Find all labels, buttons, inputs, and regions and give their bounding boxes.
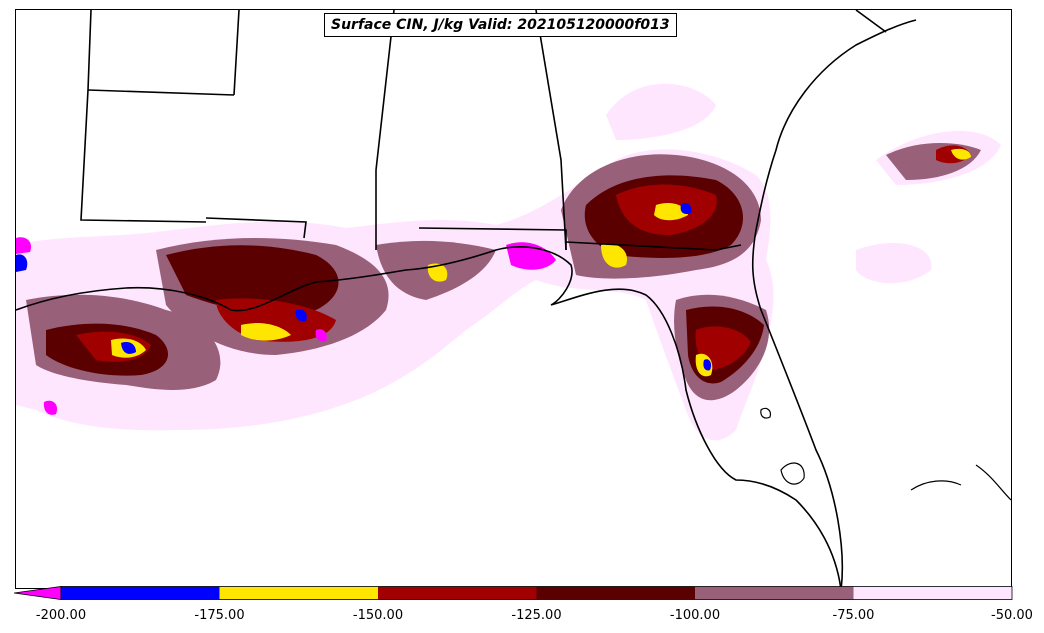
geographic-boundaries [16,10,917,588]
colorbar-bin-2 [378,586,537,600]
colorbar-bins [61,586,1012,600]
colorbar-tick-label: -50.00 [991,608,1033,623]
map-title: Surface CIN, J/kg Valid: 202105120000f01… [324,13,677,37]
colorbar-tick-label: -200.00 [35,608,87,623]
colorbar [14,586,1013,600]
colorbar-tick-label: -100.00 [669,608,721,623]
cin-map [16,10,1011,588]
colorbar-tick-label: -125.00 [511,608,562,623]
cin-band-minus175-200 [16,202,712,371]
colorbar-under-extension [14,586,62,600]
inland-features [760,407,1011,501]
colorbar-outline [60,586,1013,600]
colorbar-bin-3 [536,586,695,600]
colorbar-bin-1 [219,586,378,600]
colorbar-tick-label: -175.00 [194,608,245,623]
colorbar-bin-0 [61,586,220,600]
colorbar-tick-label: -150.00 [352,608,404,623]
colorbar-tick-label: -75.00 [832,608,875,623]
colorbar-bin-4 [695,586,854,600]
map-panel [15,9,1012,589]
colorbar-bin-5 [853,586,1012,600]
